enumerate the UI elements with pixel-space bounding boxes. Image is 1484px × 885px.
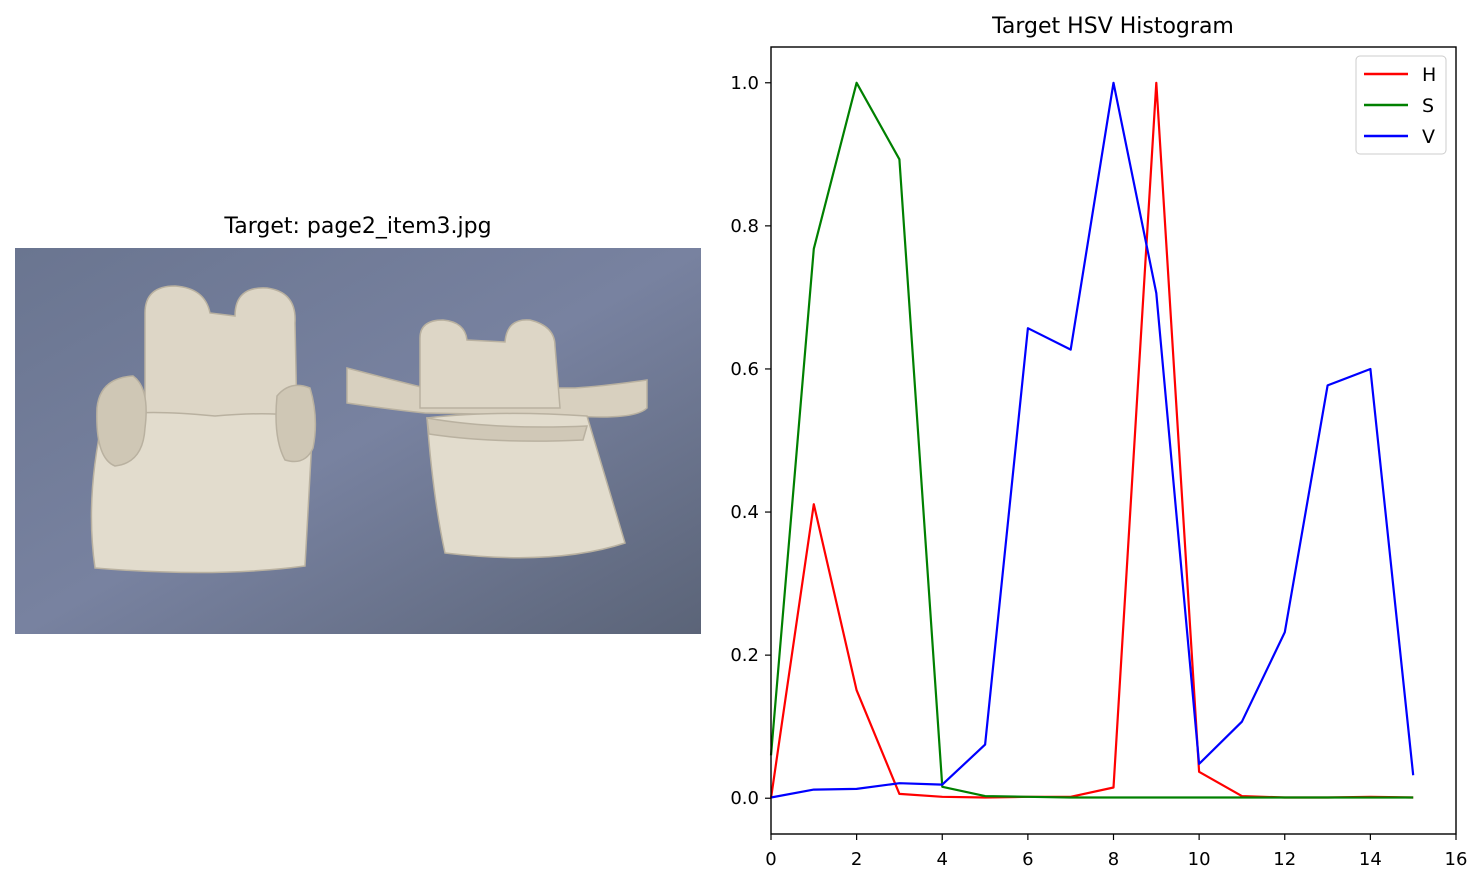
target-photo (15, 248, 701, 634)
left-cushion (90, 285, 317, 574)
x-tick-label: 14 (1359, 849, 1382, 870)
x-tick-label: 4 (937, 849, 948, 870)
series-line-S (769, 81, 1414, 799)
y-tick-label: 0.6 (730, 359, 759, 380)
chart-title: Target HSV Histogram (991, 14, 1234, 39)
x-tick-label: 16 (1445, 849, 1468, 870)
legend-label-S: S (1422, 95, 1434, 117)
legend-label-H: H (1422, 64, 1436, 86)
y-tick-label: 0.4 (730, 502, 759, 523)
series-lines (769, 81, 1415, 799)
plot-frame (770, 46, 1457, 835)
y-axis-ticks: 0.0 0.2 0.4 0.6 0.8 1.0 (730, 73, 771, 809)
y-tick-label: 0.8 (730, 216, 759, 237)
x-tick-label: 10 (1188, 849, 1211, 870)
x-tick-label: 6 (1022, 849, 1033, 870)
x-tick-label: 12 (1273, 849, 1296, 870)
y-tick-label: 0.2 (730, 645, 759, 666)
series-line-V (770, 81, 1415, 799)
x-tick-label: 0 (765, 849, 776, 870)
y-tick-label: 0.0 (730, 788, 759, 809)
series-line-H (769, 81, 1414, 799)
x-tick-label: 8 (1108, 849, 1119, 870)
x-axis-ticks: 0 2 4 6 8 10 12 14 16 (765, 834, 1467, 870)
image-title: Target: page2_item3.jpg (224, 214, 492, 239)
right-cushion (346, 319, 648, 559)
y-tick-label: 1.0 (730, 73, 759, 94)
x-tick-label: 2 (851, 849, 862, 870)
legend-label-V: V (1422, 126, 1435, 148)
legend: HSV (1355, 55, 1447, 155)
